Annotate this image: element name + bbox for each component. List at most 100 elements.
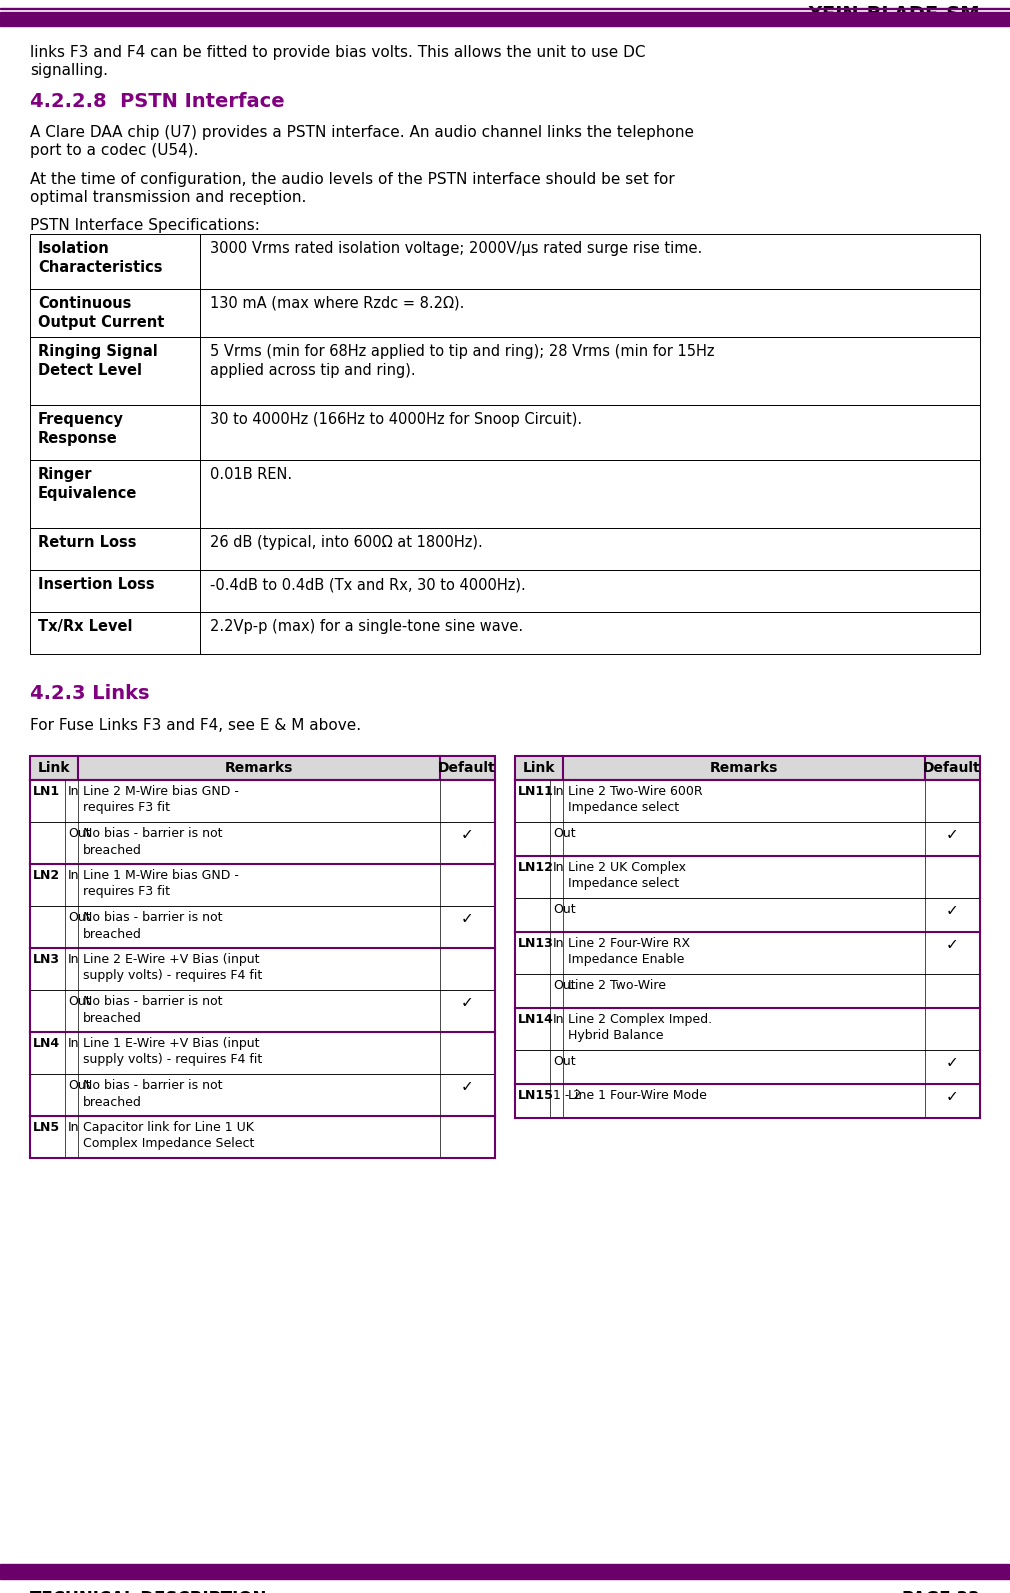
Text: LN3: LN3: [33, 953, 60, 965]
Text: Line 2 Two-Wire 600R
Impedance select: Line 2 Two-Wire 600R Impedance select: [568, 785, 703, 814]
Text: 0.01B REN.: 0.01B REN.: [210, 467, 292, 483]
Bar: [515, 781, 980, 822]
Text: In: In: [553, 785, 565, 798]
Text: LN14: LN14: [518, 1013, 553, 1026]
Text: Default: Default: [923, 761, 981, 776]
Text: In: In: [553, 860, 565, 875]
Text: No bias - barrier is not
breached: No bias - barrier is not breached: [83, 827, 222, 857]
Text: Remarks: Remarks: [710, 761, 778, 776]
Text: links F3 and F4 can be fitted to provide bias volts. This allows the unit to use: links F3 and F4 can be fitted to provide…: [30, 45, 645, 61]
Bar: [30, 906, 495, 948]
Text: Out: Out: [68, 1078, 91, 1091]
Bar: [515, 1008, 980, 1050]
Text: Out: Out: [68, 827, 91, 840]
Text: LN1: LN1: [33, 785, 61, 798]
Text: LN15: LN15: [518, 1090, 553, 1102]
Bar: [515, 1050, 980, 1083]
Text: ✓: ✓: [945, 937, 958, 953]
Text: Out: Out: [553, 827, 576, 840]
Text: -0.4dB to 0.4dB (Tx and Rx, 30 to 4000Hz).: -0.4dB to 0.4dB (Tx and Rx, 30 to 4000Hz…: [210, 577, 526, 593]
Text: LN4: LN4: [33, 1037, 61, 1050]
Text: At the time of configuration, the audio levels of the PSTN interface should be s: At the time of configuration, the audio …: [30, 172, 675, 186]
Text: Line 2 Complex Imped.
Hybrid Balance: Line 2 Complex Imped. Hybrid Balance: [568, 1013, 712, 1042]
Text: 5 Vrms (min for 68Hz applied to tip and ring); 28 Vrms (min for 15Hz
applied acr: 5 Vrms (min for 68Hz applied to tip and …: [210, 344, 714, 378]
Text: 1 - 2: 1 - 2: [553, 1090, 581, 1102]
Text: ✓: ✓: [945, 827, 958, 843]
Bar: [30, 405, 980, 460]
Text: Link: Link: [523, 761, 556, 776]
Bar: [30, 570, 980, 612]
Text: Line 2 Four-Wire RX
Impedance Enable: Line 2 Four-Wire RX Impedance Enable: [568, 937, 690, 967]
Text: 30 to 4000Hz (166Hz to 4000Hz for Snoop Circuit).: 30 to 4000Hz (166Hz to 4000Hz for Snoop …: [210, 413, 582, 427]
Bar: [30, 1074, 495, 1117]
Text: ✓: ✓: [945, 903, 958, 918]
Text: Line 2 UK Complex
Impedance select: Line 2 UK Complex Impedance select: [568, 860, 686, 890]
Text: 130 mA (max where Rzdc = 8.2Ω).: 130 mA (max where Rzdc = 8.2Ω).: [210, 296, 465, 311]
Text: Out: Out: [68, 911, 91, 924]
Bar: [30, 338, 980, 405]
Bar: [30, 863, 495, 906]
Text: Remarks: Remarks: [225, 761, 293, 776]
Text: Tx/Rx Level: Tx/Rx Level: [38, 620, 132, 634]
Text: 3000 Vrms rated isolation voltage; 2000V/μs rated surge rise time.: 3000 Vrms rated isolation voltage; 2000V…: [210, 241, 702, 256]
Bar: [515, 855, 980, 898]
Text: Insertion Loss: Insertion Loss: [38, 577, 155, 593]
Text: 2.2Vp-p (max) for a single-tone sine wave.: 2.2Vp-p (max) for a single-tone sine wav…: [210, 620, 523, 634]
Text: Out: Out: [553, 903, 576, 916]
Bar: [0, 1564, 1010, 1579]
Text: Line 1 E-Wire +V Bias (input
supply volts) - requires F4 fit: Line 1 E-Wire +V Bias (input supply volt…: [83, 1037, 263, 1066]
Text: ✓: ✓: [461, 911, 474, 926]
Text: For Fuse Links F3 and F4, see E & M above.: For Fuse Links F3 and F4, see E & M abov…: [30, 718, 362, 733]
Text: Continuous
Output Current: Continuous Output Current: [38, 296, 165, 330]
Bar: [515, 757, 980, 781]
Text: LN11: LN11: [518, 785, 553, 798]
Text: 4.2.3 Links: 4.2.3 Links: [30, 683, 149, 703]
Text: Out: Out: [68, 996, 91, 1008]
Text: Capacitor link for Line 1 UK
Complex Impedance Select: Capacitor link for Line 1 UK Complex Imp…: [83, 1121, 255, 1150]
Text: LN5: LN5: [33, 1121, 61, 1134]
Bar: [30, 527, 980, 570]
Text: 4.2.2.8  PSTN Interface: 4.2.2.8 PSTN Interface: [30, 92, 285, 112]
Text: No bias - barrier is not
breached: No bias - barrier is not breached: [83, 911, 222, 940]
Text: optimal transmission and reception.: optimal transmission and reception.: [30, 190, 306, 205]
Bar: [515, 973, 980, 1008]
Bar: [515, 932, 980, 973]
Text: A Clare DAA chip (U7) provides a PSTN interface. An audio channel links the tele: A Clare DAA chip (U7) provides a PSTN in…: [30, 124, 694, 140]
Text: port to a codec (U54).: port to a codec (U54).: [30, 143, 199, 158]
Bar: [30, 612, 980, 655]
Text: Ringing Signal
Detect Level: Ringing Signal Detect Level: [38, 344, 158, 378]
Text: In: In: [68, 870, 80, 883]
Text: XFIN-BLADE-SM: XFIN-BLADE-SM: [807, 5, 980, 24]
Text: In: In: [68, 785, 80, 798]
Bar: [30, 822, 495, 863]
Bar: [515, 898, 980, 932]
Text: Isolation
Characteristics: Isolation Characteristics: [38, 241, 163, 276]
Text: No bias - barrier is not
breached: No bias - barrier is not breached: [83, 1078, 222, 1109]
Text: ✓: ✓: [461, 1078, 474, 1094]
Text: LN13: LN13: [518, 937, 553, 949]
Bar: [30, 757, 495, 781]
Text: Line 1 Four-Wire Mode: Line 1 Four-Wire Mode: [568, 1090, 707, 1102]
Text: Out: Out: [553, 1055, 576, 1067]
Text: PSTN Interface Specifications:: PSTN Interface Specifications:: [30, 218, 260, 233]
Text: In: In: [553, 1013, 565, 1026]
Text: Line 1 M-Wire bias GND -
requires F3 fit: Line 1 M-Wire bias GND - requires F3 fit: [83, 870, 239, 898]
Text: signalling.: signalling.: [30, 64, 108, 78]
Bar: [30, 234, 980, 288]
Text: LN12: LN12: [518, 860, 553, 875]
Bar: [30, 1032, 495, 1074]
Bar: [30, 989, 495, 1032]
Text: In: In: [68, 953, 80, 965]
Text: Frequency
Response: Frequency Response: [38, 413, 124, 446]
Text: Link: Link: [37, 761, 71, 776]
Text: ✓: ✓: [461, 996, 474, 1010]
Text: Line 2 Two-Wire: Line 2 Two-Wire: [568, 980, 666, 992]
Text: ✓: ✓: [945, 1090, 958, 1104]
Text: Line 2 M-Wire bias GND -
requires F3 fit: Line 2 M-Wire bias GND - requires F3 fit: [83, 785, 239, 814]
Text: Ringer
Equivalence: Ringer Equivalence: [38, 467, 137, 502]
Text: 26 dB (typical, into 600Ω at 1800Hz).: 26 dB (typical, into 600Ω at 1800Hz).: [210, 535, 483, 550]
Text: Line 2 E-Wire +V Bias (input
supply volts) - requires F4 fit: Line 2 E-Wire +V Bias (input supply volt…: [83, 953, 263, 983]
Text: In: In: [68, 1037, 80, 1050]
Text: TECHNICAL DESCRIPTION: TECHNICAL DESCRIPTION: [30, 1590, 267, 1593]
Bar: [30, 460, 980, 527]
